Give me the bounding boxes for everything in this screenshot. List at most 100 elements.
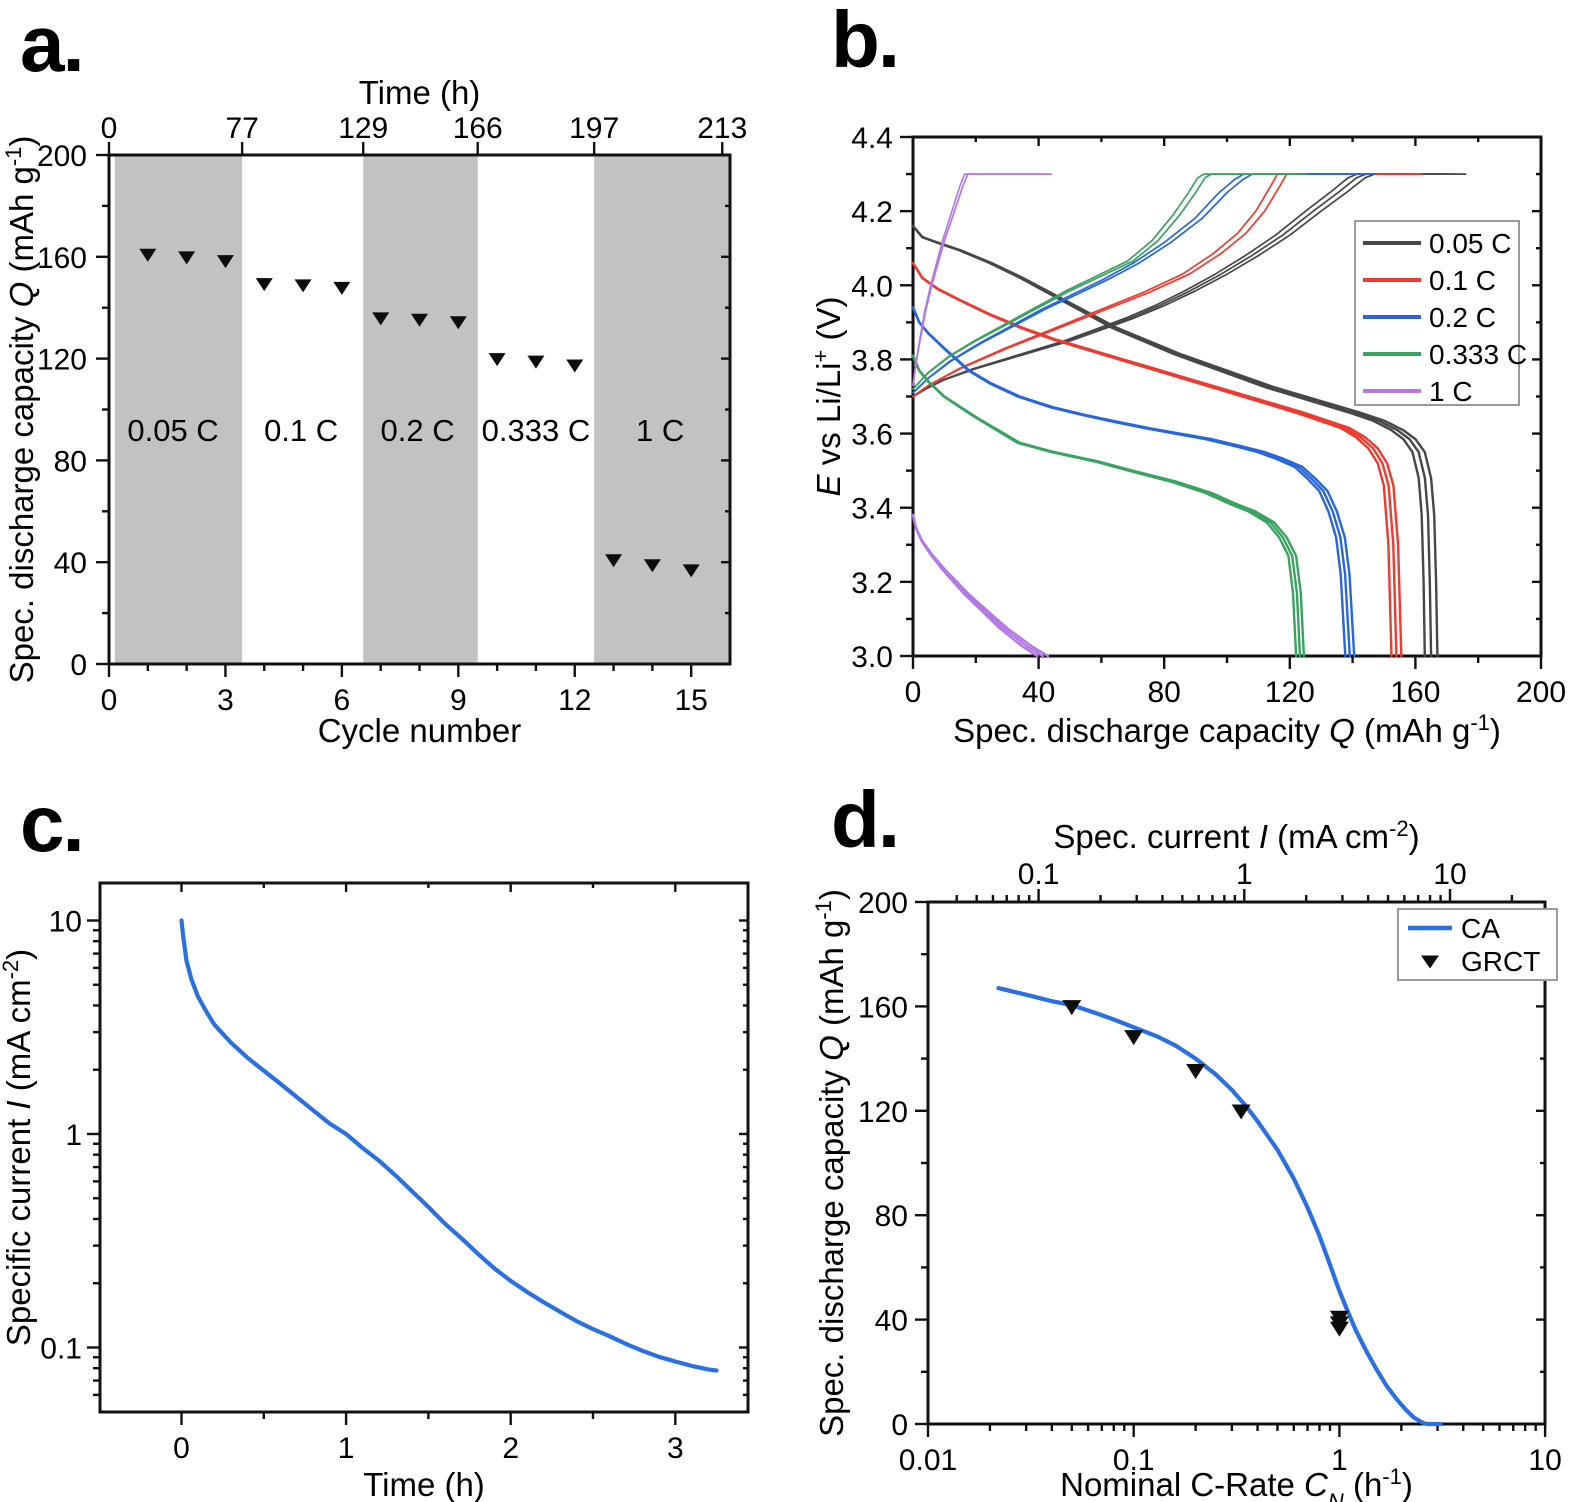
svg-text:0.1: 0.1 <box>1018 858 1060 891</box>
svg-text:12: 12 <box>558 684 591 717</box>
svg-text:0: 0 <box>101 684 118 717</box>
svg-text:200: 200 <box>858 887 908 920</box>
svg-text:0.1: 0.1 <box>40 1333 82 1366</box>
ca-curve <box>996 986 1443 1427</box>
svg-text:10: 10 <box>49 906 82 939</box>
axes: 3.0 3.2 3.4 3.6 3.8 4.0 4.2 4.4 0 40 80 120 160 200 Sp… <box>808 122 1567 749</box>
svg-text:0: 0 <box>905 676 922 709</box>
svg-text:80: 80 <box>875 1200 908 1233</box>
panel-b: b. 3.0 3.2 3.4 3.6 3.8 4.0 4.2 4.4 0 40 80 120 160 20… <box>785 0 1570 752</box>
svg-text:2: 2 <box>502 1432 519 1465</box>
svg-text:3.0: 3.0 <box>851 641 893 674</box>
svg-text:200: 200 <box>1516 676 1566 709</box>
svg-text:0.05 C: 0.05 C <box>1429 228 1512 259</box>
svg-text:Cycle number: Cycle number <box>318 712 522 749</box>
svg-text:77: 77 <box>225 112 258 145</box>
panel-d-label: d. <box>831 775 900 864</box>
svg-text:40: 40 <box>875 1305 908 1338</box>
rate-bands <box>114 155 730 664</box>
axes: 0 40 80 120 160 200 0 3 6 9 12 15 0 77 129 166 197 213 Tim… <box>1 74 748 749</box>
svg-text:1 C: 1 C <box>636 413 684 448</box>
svg-text:E vs Li/Li+ (V): E vs Li/Li+ (V) <box>808 297 848 497</box>
svg-text:10: 10 <box>1528 1444 1561 1477</box>
svg-text:9: 9 <box>450 684 467 717</box>
panel-b-chart: 3.0 3.2 3.4 3.6 3.8 4.0 4.2 4.4 0 40 80 120 160 200 Sp… <box>808 122 1567 749</box>
svg-text:3: 3 <box>667 1432 684 1465</box>
svg-text:0: 0 <box>101 112 118 145</box>
svg-text:3.2: 3.2 <box>851 567 893 600</box>
svg-text:80: 80 <box>54 445 87 478</box>
panel-d-chart: 0 40 80 120 160 200 0.01 0.1 1 10 0.1 1 10 Spec. curr… <box>811 816 1562 1502</box>
svg-text:15: 15 <box>675 684 708 717</box>
capacity-markers <box>139 248 700 578</box>
panel-a-label: a. <box>20 0 85 88</box>
svg-text:200: 200 <box>37 140 87 173</box>
svg-text:1: 1 <box>65 1119 82 1152</box>
svg-text:0.2 C: 0.2 C <box>1429 302 1496 333</box>
svg-text:40: 40 <box>1022 676 1055 709</box>
svg-text:120: 120 <box>37 344 87 377</box>
svg-text:3.8: 3.8 <box>851 344 893 377</box>
svg-text:0: 0 <box>70 649 87 682</box>
svg-text:3: 3 <box>217 684 234 717</box>
svg-text:0.333 C: 0.333 C <box>482 413 591 448</box>
svg-text:0.1 C: 0.1 C <box>1429 265 1496 296</box>
panel-d: d. 0 40 80 120 160 200 0.01 0.1 1 10 0.1 1 10 Spec. c… <box>785 752 1570 1502</box>
grct-markers <box>1062 1000 1349 1337</box>
axes: 0.1 1 10 0 1 2 3 Time (h) Specific current I (mA… <box>0 881 750 1502</box>
rate-band-labels: 0.05 C 0.1 C 0.2 C 0.333 C 1 C <box>127 413 684 448</box>
panel-c: c. 0.1 1 10 0 1 2 3 Time (h) Specific current I … <box>0 752 785 1502</box>
svg-text:1 C: 1 C <box>1429 376 1473 407</box>
voltage-curves <box>911 173 1467 658</box>
svg-text:0.1: 0.1 <box>1113 1444 1155 1477</box>
svg-text:Spec. discharge capacity Q (mA: Spec. discharge capacity Q (mAh g-1) <box>953 710 1501 750</box>
svg-text:197: 197 <box>569 112 619 145</box>
svg-text:Spec. discharge capacity Q (mA: Spec. discharge capacity Q (mAh g-1) <box>811 889 851 1437</box>
svg-text:Spec. discharge capacity Q (mA: Spec. discharge capacity Q (mAh g-1) <box>1 136 41 684</box>
svg-text:166: 166 <box>453 112 503 145</box>
svg-text:0.1 C: 0.1 C <box>264 413 338 448</box>
svg-text:120: 120 <box>858 1096 908 1129</box>
svg-text:0: 0 <box>173 1432 190 1465</box>
svg-text:0.2 C: 0.2 C <box>381 413 455 448</box>
svg-text:GRCT: GRCT <box>1461 946 1540 977</box>
svg-text:CA: CA <box>1461 913 1500 944</box>
svg-text:1: 1 <box>338 1432 355 1465</box>
svg-text:213: 213 <box>697 112 747 145</box>
svg-text:80: 80 <box>1148 676 1181 709</box>
axes: 0 40 80 120 160 200 0.01 0.1 1 10 0.1 1 10 Spec. curr… <box>811 816 1562 1502</box>
svg-text:129: 129 <box>338 112 388 145</box>
legend: 0.05 C 0.1 C 0.2 C 0.333 C 1 C <box>1354 220 1527 407</box>
svg-text:1: 1 <box>1236 858 1253 891</box>
svg-text:1: 1 <box>1331 1444 1348 1477</box>
svg-text:0: 0 <box>891 1409 908 1442</box>
svg-text:4.0: 4.0 <box>851 270 893 303</box>
svg-text:160: 160 <box>1390 676 1440 709</box>
svg-text:160: 160 <box>37 242 87 275</box>
svg-text:Time (h): Time (h) <box>359 74 481 111</box>
svg-text:120: 120 <box>1265 676 1315 709</box>
panel-c-label: c. <box>20 779 85 868</box>
svg-text:3.6: 3.6 <box>851 419 893 452</box>
panel-c-chart: 0.1 1 10 0 1 2 3 Time (h) Specific current I (mA… <box>0 881 750 1502</box>
svg-text:40: 40 <box>54 547 87 580</box>
svg-text:Nominal C-Rate CN (h-1): Nominal C-Rate CN (h-1) <box>1060 1464 1413 1502</box>
svg-text:4.2: 4.2 <box>851 196 893 229</box>
svg-text:Spec. current I (mA cm-2): Spec. current I (mA cm-2) <box>1053 816 1419 856</box>
svg-text:0.01: 0.01 <box>899 1444 957 1477</box>
svg-text:6: 6 <box>334 684 351 717</box>
svg-text:0.05 C: 0.05 C <box>127 413 218 448</box>
svg-text:Specific current I (mA cm-2): Specific current I (mA cm-2) <box>0 949 37 1346</box>
current-curve <box>179 918 719 1373</box>
panel-b-label: b. <box>831 0 900 84</box>
svg-text:Time (h): Time (h) <box>363 1466 485 1502</box>
svg-text:160: 160 <box>858 991 908 1024</box>
svg-text:0.333 C: 0.333 C <box>1429 339 1527 370</box>
svg-text:4.4: 4.4 <box>851 122 893 155</box>
svg-text:10: 10 <box>1433 858 1466 891</box>
svg-text:3.4: 3.4 <box>851 493 893 526</box>
